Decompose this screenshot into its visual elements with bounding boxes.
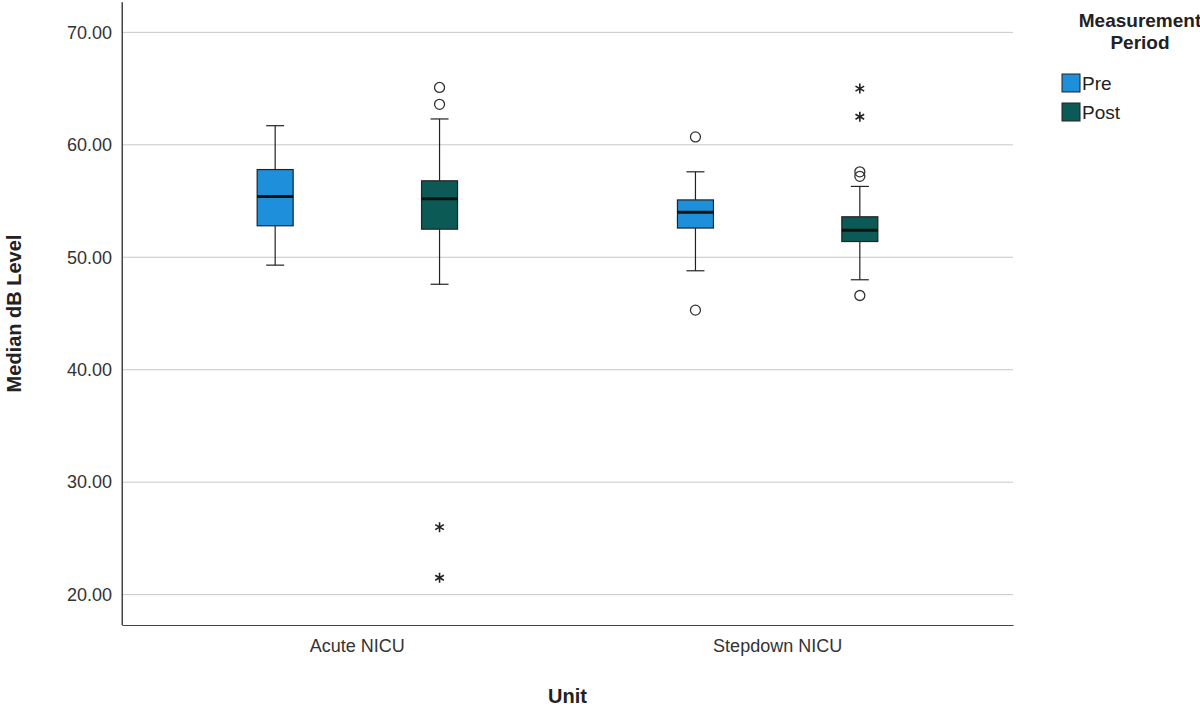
- box: [842, 84, 878, 301]
- y-tick-label: 20.00: [67, 585, 112, 605]
- y-tick: 50.00: [67, 248, 122, 268]
- median: [257, 195, 293, 198]
- legend-swatch: [1062, 103, 1080, 121]
- y-tick-label: 30.00: [67, 472, 112, 492]
- grid: [122, 32, 1013, 594]
- extreme: [856, 84, 865, 94]
- box-body: [422, 181, 458, 229]
- whisker-cap: [431, 118, 449, 119]
- x-tick-label: Stepdown NICU: [713, 636, 842, 656]
- y-tick: 70.00: [67, 23, 122, 43]
- whisker-cap: [686, 171, 704, 172]
- grid-line: [122, 594, 1013, 595]
- extreme: [435, 573, 444, 583]
- y-tick-label: 40.00: [67, 360, 112, 380]
- outlier: [855, 291, 865, 301]
- x-tick-label: Acute NICU: [310, 636, 405, 656]
- box: [257, 126, 293, 265]
- y-tick: 40.00: [67, 360, 122, 380]
- median: [677, 211, 713, 214]
- whisker-low: [695, 228, 696, 271]
- grid-line: [122, 32, 1013, 33]
- x-axis: Acute NICU Stepdown NICU: [123, 625, 1014, 656]
- y-tick: 60.00: [67, 135, 122, 155]
- whisker-cap: [851, 279, 869, 280]
- whisker-low: [859, 242, 860, 280]
- box: [677, 132, 713, 315]
- y-tick: 30.00: [67, 472, 122, 492]
- whisker-cap: [431, 284, 449, 285]
- grid-line: [122, 257, 1013, 258]
- whisker-high: [859, 186, 860, 216]
- whisker-low: [275, 226, 276, 265]
- x-axis-line: [123, 625, 1014, 626]
- whisker-high: [439, 119, 440, 181]
- legend-title: MeasurementPeriod: [1079, 10, 1200, 53]
- y-axis-line: [122, 3, 123, 626]
- whisker-high: [275, 126, 276, 170]
- y-tick-label: 50.00: [67, 248, 112, 268]
- x-axis-title: Unit: [548, 685, 587, 707]
- outlier: [435, 99, 445, 109]
- grid-line: [122, 144, 1013, 145]
- grid-line: [122, 482, 1013, 483]
- legend-swatch: [1062, 74, 1080, 92]
- outlier: [435, 82, 445, 92]
- legend-label: Post: [1082, 102, 1121, 123]
- y-axis-title: Median dB Level: [3, 235, 25, 393]
- outlier: [690, 132, 700, 142]
- chart: 20.00 30.00 40.00 50.00 60.00 70.00 Acute NICU…: [0, 0, 1200, 721]
- extreme: [856, 112, 865, 122]
- median: [422, 197, 458, 200]
- boxes: [257, 82, 878, 582]
- whisker-cap: [266, 265, 284, 266]
- outlier: [690, 305, 700, 315]
- whisker-cap: [266, 125, 284, 126]
- plot-area: 20.00 30.00 40.00 50.00 60.00 70.00 Acute NICU…: [67, 2, 1014, 656]
- outlier: [855, 171, 865, 181]
- legend-label: Pre: [1082, 73, 1112, 94]
- whisker-high: [695, 172, 696, 200]
- whisker-cap: [851, 186, 869, 187]
- y-tick-label: 60.00: [67, 135, 112, 155]
- extreme: [435, 522, 444, 532]
- box-body: [842, 217, 878, 242]
- y-tick: 20.00: [67, 585, 122, 605]
- whisker-low: [439, 229, 440, 284]
- box-body: [677, 200, 713, 228]
- grid-line: [122, 369, 1013, 370]
- whisker-cap: [686, 270, 704, 271]
- legend: MeasurementPeriod Pre Post: [1062, 10, 1200, 123]
- box: [422, 82, 458, 582]
- y-range-line: [122, 2, 123, 625]
- box-body: [257, 170, 293, 226]
- x-tick: Stepdown NICU: [713, 625, 842, 656]
- x-tick: Acute NICU: [310, 625, 405, 656]
- y-axis: 20.00 30.00 40.00 50.00 60.00 70.00: [67, 3, 123, 626]
- median: [842, 229, 878, 232]
- y-tick-label: 70.00: [67, 23, 112, 43]
